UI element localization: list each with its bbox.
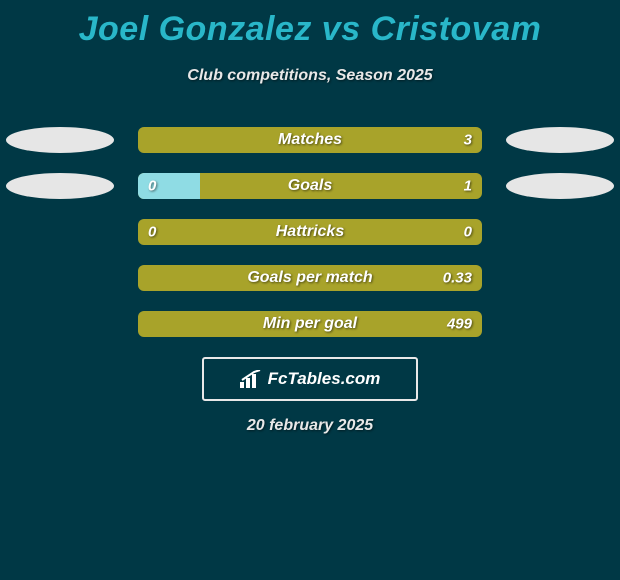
comparison-rows: Matches3 Goals01 Hattricks00 Goals per matc… (0, 127, 620, 337)
player-left-marker (6, 127, 114, 153)
page-title: Joel Gonzalez vs Cristovam (0, 0, 620, 49)
player-left-marker (6, 173, 114, 199)
stat-bar: Goals per match0.33 (138, 265, 482, 291)
stat-row: Goals per match0.33 (0, 265, 620, 291)
stat-bar-bg (138, 219, 482, 245)
stat-bar: Hattricks00 (138, 219, 482, 245)
stat-row: Hattricks00 (0, 219, 620, 245)
stat-bar-left-fill (138, 173, 200, 199)
stat-row: Goals01 (0, 173, 620, 199)
stat-bar: Min per goal499 (138, 311, 482, 337)
stat-row: Matches3 (0, 127, 620, 153)
stat-bar: Goals01 (138, 173, 482, 199)
stat-bar-bg (138, 127, 482, 153)
player-right-marker (506, 127, 614, 153)
subtitle: Club competitions, Season 2025 (0, 67, 620, 85)
brand-badge: FcTables.com (202, 357, 418, 401)
stat-bar-bg (138, 311, 482, 337)
brand-chart-icon (240, 370, 262, 388)
date-text: 20 february 2025 (0, 417, 620, 435)
stat-bar-bg (138, 265, 482, 291)
brand-text: FcTables.com (268, 369, 381, 389)
stat-bar: Matches3 (138, 127, 482, 153)
stat-row: Min per goal499 (0, 311, 620, 337)
player-right-marker (506, 173, 614, 199)
